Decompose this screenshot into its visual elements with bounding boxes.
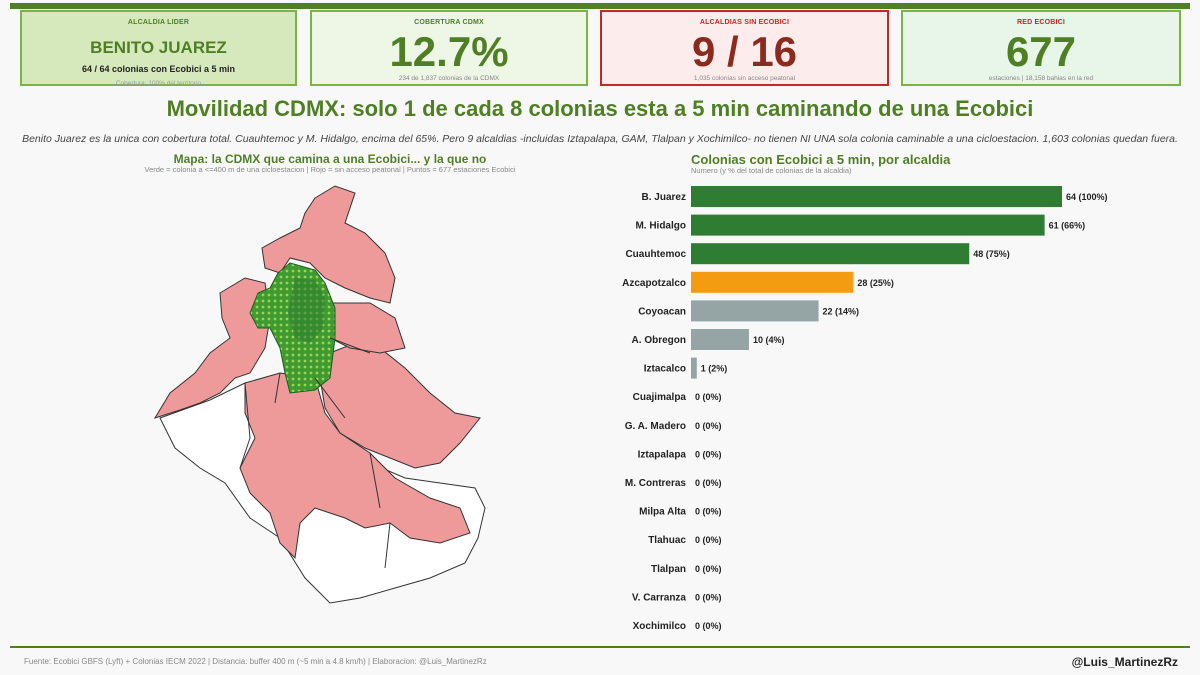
footer-source: Fuente: Ecobici GBFS (Lyft) + Colonias I…	[24, 657, 487, 666]
kpi-leader-note: Cobertura: 100% del territorio	[115, 80, 202, 87]
bar-category-label: Tlahuac	[648, 535, 686, 546]
map-border-lines	[239, 337, 391, 569]
bar-value-label: 0 (0%)	[695, 621, 722, 631]
bar-value-label: 10 (4%)	[753, 335, 785, 345]
bar-category-label: A. Obregon	[632, 335, 686, 346]
footer-divider	[10, 646, 1190, 648]
page-subtitle: Benito Juarez es la unica con cobertura …	[22, 133, 1178, 145]
bar-category-label: M. Hidalgo	[635, 221, 686, 232]
kpi-coverage-value: 12.7%	[389, 28, 509, 75]
kpi-leader-value: BENITO JUAREZ	[90, 38, 227, 57]
bar-category-label: Xochimilco	[633, 621, 686, 632]
top-accent-bar	[10, 3, 1190, 9]
kpi-card-coverage: COBERTURA CDMX 12.7% 234 de 1,837 coloni…	[310, 10, 588, 86]
bar-value-label: 28 (25%)	[857, 278, 894, 288]
bar	[691, 357, 697, 379]
bar	[691, 243, 970, 265]
bar	[691, 271, 854, 293]
kpi-network-label: RED ECOBICI	[1016, 19, 1066, 26]
bar-value-label: 0 (0%)	[695, 421, 722, 431]
bar-category-label: B. Juarez	[642, 192, 686, 203]
bar	[691, 214, 1045, 236]
chart-subtitle: Numero (y % del total de colonias de la …	[691, 166, 852, 175]
bar-value-label: 61 (66%)	[1049, 221, 1086, 231]
kpi-leader-label: ALCALDIA LIDER	[127, 19, 190, 26]
kpi-without-value: 9 / 16	[691, 28, 798, 75]
map-region-gam	[261, 185, 396, 304]
alcaldia-bar-chart: B. Juarez 64 (100%) M. Hidalgo 61 (66%) Cuau…	[622, 186, 1108, 632]
bar	[691, 300, 819, 322]
bar-category-label: Milpa Alta	[639, 507, 686, 518]
bar-value-label: 0 (0%)	[695, 478, 722, 488]
bar-value-label: 0 (0%)	[695, 507, 722, 517]
kpi-without-note: 1,035 colonias sin acceso peatonal	[693, 75, 796, 82]
bar-value-label: 0 (0%)	[695, 449, 722, 459]
kpi-network-note: estaciones | 18,158 bahias en la red	[988, 75, 1094, 82]
bar-value-label: 22 (14%)	[823, 306, 860, 316]
bar-value-label: 64 (100%)	[1066, 192, 1108, 202]
bar-value-label: 48 (75%)	[973, 249, 1010, 259]
kpi-card-network: RED ECOBICI 677 estaciones | 18,158 bahi…	[901, 10, 1181, 86]
kpi-network-value: 677	[1005, 28, 1077, 75]
kpi-coverage-label: COBERTURA CDMX	[414, 19, 484, 26]
kpi-leader-detail: 64 / 64 colonias con Ecobici a 5 min	[81, 64, 236, 74]
bar-value-label: 1 (2%)	[701, 364, 728, 374]
bar-category-label: M. Contreras	[625, 478, 687, 489]
map-region-east	[319, 342, 481, 469]
bar-category-label: G. A. Madero	[625, 421, 686, 432]
page-title: Movilidad CDMX: solo 1 de cada 8 colonia…	[166, 96, 1034, 121]
bar-category-label: Iztapalapa	[638, 449, 687, 460]
map-title: Mapa: la CDMX que camina a una Ecobici..…	[173, 152, 487, 166]
bar-category-label: Cuajimalpa	[633, 392, 687, 403]
bar-category-label: Iztacalco	[644, 364, 686, 375]
bar-category-label: Azcapotzalco	[622, 278, 686, 289]
bar-value-label: 0 (0%)	[695, 535, 722, 545]
bar-category-label: Coyoacan	[638, 306, 686, 317]
bar-category-label: Tlalpan	[651, 564, 686, 575]
cdmx-coverage-map	[153, 185, 486, 604]
kpi-card-without: ALCALDIAS SIN ECOBICI 9 / 16 1,035 colon…	[600, 10, 889, 86]
map-region-center-east	[329, 302, 406, 354]
kpi-card-leader: ALCALDIA LIDER BENITO JUAREZ 64 / 64 col…	[20, 10, 297, 87]
chart-title: Colonias con Ecobici a 5 min, por alcald…	[691, 152, 951, 167]
kpi-without-label: ALCALDIAS SIN ECOBICI	[699, 19, 790, 26]
author-handle: @Luis_MartinezRz	[1071, 655, 1178, 669]
bar-value-label: 0 (0%)	[695, 564, 722, 574]
bar-category-label: V. Carranza	[632, 592, 687, 603]
bar-value-label: 0 (0%)	[695, 592, 722, 602]
bar	[691, 186, 1062, 207]
map-subtitle: Verde = colonia a <=400 m de una cicloes…	[144, 165, 516, 174]
kpi-coverage-note: 234 de 1,837 colonias de la CDMX	[398, 75, 500, 82]
bar-category-label: Cuauhtemoc	[625, 249, 686, 260]
bar-value-label: 0 (0%)	[695, 392, 722, 402]
bar	[691, 329, 749, 350]
map-covered-core	[288, 278, 325, 343]
